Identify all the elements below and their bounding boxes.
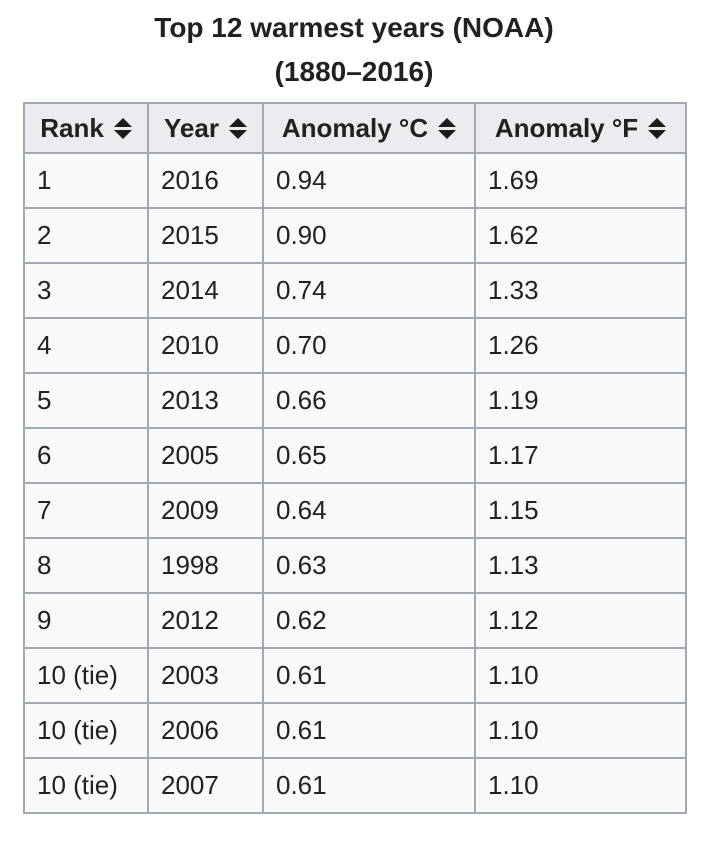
cell-year: 2007 bbox=[147, 757, 264, 814]
sort-both-icon bbox=[228, 117, 247, 139]
cell-year: 2009 bbox=[147, 482, 264, 539]
table-row: 3 2014 0.74 1.33 bbox=[23, 262, 687, 319]
table-row: 10 (tie) 2003 0.61 1.10 bbox=[23, 647, 687, 704]
cell-anomaly-c: 0.74 bbox=[262, 262, 476, 319]
column-label-rank: Rank bbox=[40, 112, 104, 143]
cell-anomaly-c: 0.94 bbox=[262, 152, 476, 209]
cell-rank: 2 bbox=[23, 207, 149, 264]
cell-anomaly-f: 1.69 bbox=[474, 152, 687, 209]
cell-anomaly-f: 1.17 bbox=[474, 427, 687, 484]
table-row: 7 2009 0.64 1.15 bbox=[23, 482, 687, 539]
cell-rank: 10 (tie) bbox=[23, 757, 149, 814]
cell-anomaly-f: 1.33 bbox=[474, 262, 687, 319]
table-row: 2 2015 0.90 1.62 bbox=[23, 207, 687, 264]
cell-rank: 10 (tie) bbox=[23, 702, 149, 759]
column-header-rank[interactable]: Rank bbox=[23, 102, 149, 154]
sort-both-icon bbox=[113, 117, 132, 139]
column-header-anomaly-f[interactable]: Anomaly °F bbox=[474, 102, 687, 154]
sort-down-triangle bbox=[113, 129, 132, 139]
table-row: 10 (tie) 2006 0.61 1.10 bbox=[23, 702, 687, 759]
cell-rank: 6 bbox=[23, 427, 149, 484]
column-label-anomaly-f: Anomaly °F bbox=[494, 112, 639, 143]
table-row: 8 1998 0.63 1.13 bbox=[23, 537, 687, 594]
cell-anomaly-f: 1.19 bbox=[474, 372, 687, 429]
cell-anomaly-c: 0.66 bbox=[262, 372, 476, 429]
cell-rank: 9 bbox=[23, 592, 149, 649]
cell-anomaly-f: 1.15 bbox=[474, 482, 687, 539]
warmest-years-table: Rank Year Anomaly °C Anomaly °F bbox=[23, 102, 687, 814]
cell-anomaly-c: 0.64 bbox=[262, 482, 476, 539]
table-row: 5 2013 0.66 1.19 bbox=[23, 372, 687, 429]
cell-anomaly-f: 1.62 bbox=[474, 207, 687, 264]
cell-anomaly-c: 0.70 bbox=[262, 317, 476, 374]
sort-up-triangle bbox=[648, 117, 667, 127]
caption-title: Top 12 warmest years (NOAA) bbox=[154, 12, 554, 43]
sort-down-triangle bbox=[648, 129, 667, 139]
cell-year: 1998 bbox=[147, 537, 264, 594]
cell-anomaly-c: 0.90 bbox=[262, 207, 476, 264]
sort-up-triangle bbox=[438, 117, 457, 127]
cell-anomaly-c: 0.61 bbox=[262, 757, 476, 814]
column-header-anomaly-c[interactable]: Anomaly °C bbox=[262, 102, 476, 154]
cell-rank: 5 bbox=[23, 372, 149, 429]
sort-down-triangle bbox=[438, 129, 457, 139]
cell-anomaly-f: 1.26 bbox=[474, 317, 687, 374]
cell-anomaly-c: 0.63 bbox=[262, 537, 476, 594]
cell-rank: 7 bbox=[23, 482, 149, 539]
cell-year: 2005 bbox=[147, 427, 264, 484]
cell-rank: 10 (tie) bbox=[23, 647, 149, 704]
column-label-year: Year bbox=[164, 112, 219, 143]
cell-rank: 8 bbox=[23, 537, 149, 594]
cell-year: 2010 bbox=[147, 317, 264, 374]
column-header-year[interactable]: Year bbox=[147, 102, 264, 154]
sort-down-triangle bbox=[228, 129, 247, 139]
table-row: 10 (tie) 2007 0.61 1.10 bbox=[23, 757, 687, 814]
cell-anomaly-c: 0.62 bbox=[262, 592, 476, 649]
table-header: Rank Year Anomaly °C Anomaly °F bbox=[23, 102, 687, 154]
cell-year: 2013 bbox=[147, 372, 264, 429]
cell-anomaly-f: 1.12 bbox=[474, 592, 687, 649]
header-row: Rank Year Anomaly °C Anomaly °F bbox=[23, 102, 687, 154]
cell-rank: 3 bbox=[23, 262, 149, 319]
sort-up-triangle bbox=[113, 117, 132, 127]
cell-year: 2006 bbox=[147, 702, 264, 759]
cell-anomaly-f: 1.10 bbox=[474, 757, 687, 814]
column-label-anomaly-c: Anomaly °C bbox=[281, 112, 429, 143]
cell-anomaly-f: 1.13 bbox=[474, 537, 687, 594]
sort-up-triangle bbox=[228, 117, 247, 127]
cell-year: 2014 bbox=[147, 262, 264, 319]
table-row: 4 2010 0.70 1.26 bbox=[23, 317, 687, 374]
sort-both-icon bbox=[648, 117, 667, 139]
cell-year: 2003 bbox=[147, 647, 264, 704]
cell-year: 2016 bbox=[147, 152, 264, 209]
cell-year: 2012 bbox=[147, 592, 264, 649]
table-row: 1 2016 0.94 1.69 bbox=[23, 152, 687, 209]
sort-both-icon bbox=[438, 117, 457, 139]
cell-anomaly-c: 0.65 bbox=[262, 427, 476, 484]
cell-anomaly-f: 1.10 bbox=[474, 702, 687, 759]
cell-anomaly-f: 1.10 bbox=[474, 647, 687, 704]
table-caption: Top 12 warmest years (NOAA) (1880–2016) bbox=[23, 6, 685, 94]
cell-year: 2015 bbox=[147, 207, 264, 264]
cell-rank: 4 bbox=[23, 317, 149, 374]
cell-anomaly-c: 0.61 bbox=[262, 702, 476, 759]
table-body: 1 2016 0.94 1.69 2 2015 0.90 1.62 3 2014… bbox=[23, 152, 687, 814]
table-row: 9 2012 0.62 1.12 bbox=[23, 592, 687, 649]
table-row: 6 2005 0.65 1.17 bbox=[23, 427, 687, 484]
cell-rank: 1 bbox=[23, 152, 149, 209]
caption-subtitle: (1880–2016) bbox=[274, 56, 434, 87]
cell-anomaly-c: 0.61 bbox=[262, 647, 476, 704]
